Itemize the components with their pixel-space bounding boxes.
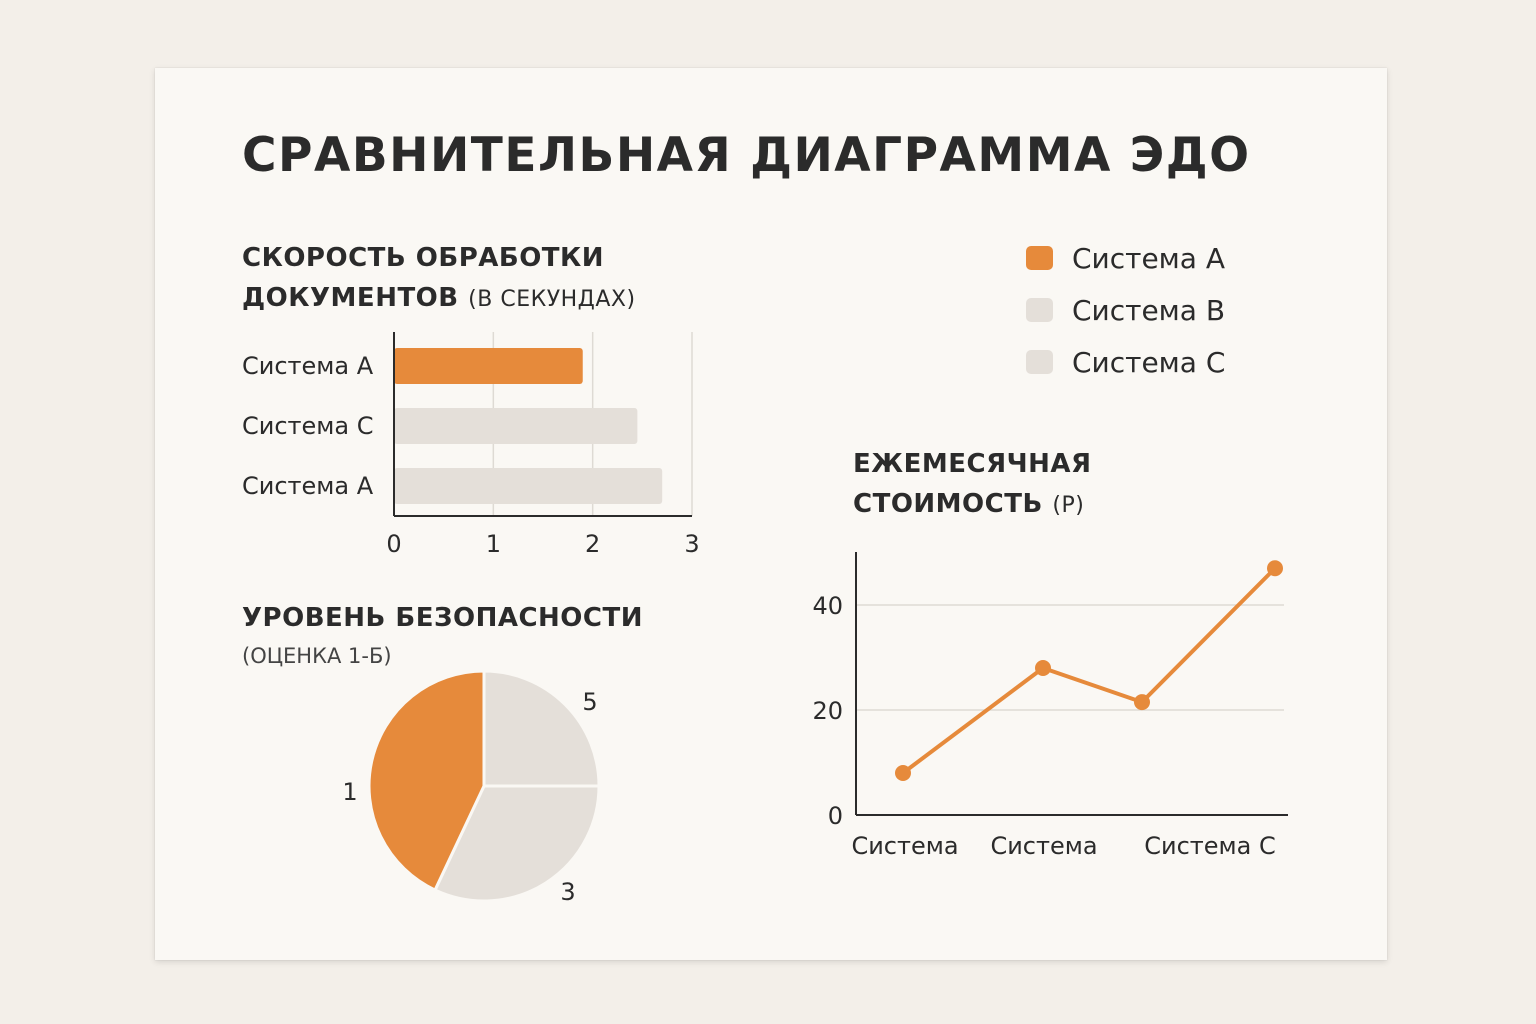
bar xyxy=(394,468,663,504)
legend-swatch-a xyxy=(1026,246,1053,270)
legend-swatch-c xyxy=(1026,350,1053,374)
speed-title-unit: (В СЕКУНДАХ) xyxy=(468,287,636,312)
legend-label-a: Система A xyxy=(1072,241,1226,275)
bar xyxy=(394,408,638,444)
legend-item-c: Система C xyxy=(1026,336,1225,388)
speed-title-line2: ДОКУМЕНТОВ xyxy=(242,283,459,313)
pie-slice-label: 1 xyxy=(342,778,357,806)
page-title: СРАВНИТЕЛЬНАЯ ДИАГРАММА ЭДО xyxy=(242,128,1251,183)
line-point xyxy=(1134,694,1150,711)
pie-slice-label: 3 xyxy=(560,878,575,906)
bar-x-tick-label: 3 xyxy=(684,530,699,558)
bar-category-label: Система A xyxy=(242,352,374,380)
line-point xyxy=(1267,560,1283,577)
line-series xyxy=(901,566,1277,775)
legend-swatch-b xyxy=(1026,298,1053,322)
legend-item-a: Система A xyxy=(1026,232,1225,284)
security-chart-title: УРОВЕНЬ БЕЗОПАСНОСТИ xyxy=(242,603,643,633)
chart-card xyxy=(155,68,1387,960)
bar-x-tick-label: 2 xyxy=(585,530,600,558)
cost-title-line1: ЕЖЕМЕСЯЧНАЯ xyxy=(853,449,1092,479)
pie-slice xyxy=(367,669,486,893)
bar-category-label: Система C xyxy=(242,412,374,440)
line-x-category-label: Система xyxy=(851,832,958,860)
line-y-tick-label: 0 xyxy=(828,802,843,830)
bar-x-tick-label: 0 xyxy=(386,530,401,558)
line-point xyxy=(1035,660,1051,676)
speed-chart-title: СКОРОСТЬ ОБРАБОТКИ ДОКУМЕНТОВ (В СЕКУНДА… xyxy=(242,238,636,320)
line-y-tick-label: 20 xyxy=(812,697,843,725)
line-point xyxy=(895,765,911,781)
line-y-tick-label: 40 xyxy=(812,592,843,620)
pie-slice xyxy=(433,784,601,903)
legend-item-b: Система B xyxy=(1026,284,1225,336)
bar-category-label: Система A xyxy=(242,472,374,500)
legend-label-b: Система B xyxy=(1072,293,1226,327)
cost-title-line2: СТОИМОСТЬ xyxy=(853,489,1043,519)
security-chart-subtitle: (ОЦЕНКА 1-Б) xyxy=(242,644,392,668)
speed-title-line1: СКОРОСТЬ ОБРАБОТКИ xyxy=(242,243,605,273)
legend-label-c: Система C xyxy=(1072,345,1226,379)
pie-slice xyxy=(482,669,601,788)
line-x-category-label: Система xyxy=(990,832,1097,860)
bar-x-tick-label: 1 xyxy=(486,530,501,558)
line-x-category-label: Система C xyxy=(1144,832,1276,860)
cost-chart-title: ЕЖЕМЕСЯЧНАЯ СТОИМОСТЬ (Р) xyxy=(853,444,1092,526)
bar xyxy=(394,348,583,384)
cost-title-unit: (Р) xyxy=(1052,493,1085,518)
legend: Система A Система B Система C xyxy=(1026,232,1225,388)
pie-slice-label: 5 xyxy=(582,688,597,716)
